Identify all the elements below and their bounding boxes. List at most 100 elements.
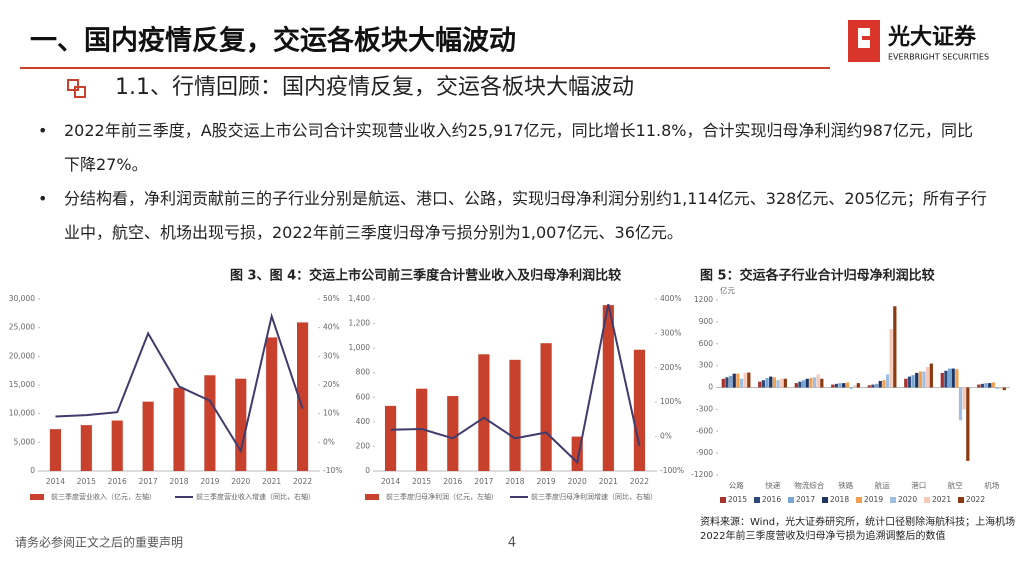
bar [926,367,930,388]
x-tick-label: 铁路 [838,480,853,490]
bar [805,378,809,388]
x-tick-label: 2019 [200,477,219,486]
y-unit: 亿元 [720,285,735,295]
x-tick-label: 2021 [599,477,618,486]
legend-swatch [924,497,930,503]
y-tick-label: -300 [696,404,713,413]
bar [853,385,857,388]
x-tick-label: 2018 [505,477,524,486]
bar [173,387,185,471]
bar [783,378,787,388]
bar [204,375,216,471]
line [55,312,304,454]
y-tick-label: -600 [696,426,713,435]
section-title: 1.1、行情回顾：国内疫情反复，交运各板块大幅波动 [115,75,634,100]
y2-tick-label: 400% [660,294,681,303]
y2-tick-label: 50% [323,294,340,303]
bar [816,374,820,388]
bullet: • 2022年前三季度，A股交运上市公司合计实现营业收入约25,917亿元，同比增… [38,114,988,182]
bar [845,382,849,388]
section-icon [74,86,86,98]
y-tick-label: 15,000 [9,380,35,389]
legend-swatch [890,497,896,503]
x-tick-label: 公路 [729,480,744,490]
bar [958,387,963,421]
bar [809,378,813,388]
y-tick-label: -900 [696,448,713,457]
bar [801,380,806,388]
y2-tick-label: 100% [660,397,681,406]
y-tick-label: 0 [708,383,713,392]
y-tick-label: 0 [365,466,370,475]
bar [765,378,769,388]
bar [922,371,926,388]
legend-swatch [30,494,44,500]
bar [929,363,933,388]
bar [874,383,879,388]
legend-label: 2021 [932,495,951,504]
y-tick-label: 300 [699,361,714,370]
legend-label: 前三季度营业收入（亿元，左轴） [51,492,156,501]
x-tick-label: 2014 [381,477,400,486]
bar [944,370,948,388]
bar [882,380,886,388]
y-tick-label: 10,000 [9,409,35,418]
bar [995,387,999,389]
legend-label: 前三季度营业收入增速（同比，右轴） [196,492,315,501]
y2-tick-label: 0% [323,437,335,446]
bar [736,373,740,388]
x-tick-label: 2016 [443,477,462,486]
y-tick-label: 0 [30,466,35,475]
y-tick-label: 200 [356,441,371,450]
bar [962,387,966,410]
y2-tick-label: 200% [660,363,681,372]
legend-label: 2015 [728,495,747,504]
x-tick-label: 2015 [412,477,431,486]
y-tick-label: 400 [356,417,371,426]
legend-label: 2020 [898,495,917,504]
bar [947,368,952,388]
bar [633,349,646,471]
legend-swatch [365,494,379,500]
x-tick-label: 2015 [77,477,96,486]
bar [889,329,893,388]
bar [772,377,776,388]
bar [951,368,955,388]
bar [602,305,614,471]
legend-label: 2016 [762,495,781,504]
legend-swatch [788,497,794,503]
bar [812,377,817,388]
section-icon [67,79,79,91]
x-tick-label: 2022 [293,477,312,486]
y2-tick-label: 300% [660,328,681,337]
bar [907,376,912,388]
y2-tick-label: -100% [660,466,684,475]
bar [80,425,92,471]
x-tick-label: 2020 [568,477,587,486]
bar [142,401,154,471]
bar [988,383,992,388]
x-tick-label: 2017 [474,477,493,486]
x-tick-label: 2016 [108,477,127,486]
bar [918,371,922,388]
bullet-text: 2022年前三季度，A股交运上市公司合计实现营业收入约25,917亿元，同比增长… [64,121,974,174]
x-tick-label: 航空 [948,480,963,490]
y-tick-label: 600 [699,339,714,348]
bullet-text: 分结构看，净利润贡献前三的子行业分别是航运、港口、公路，实现归母净利润分别约1,… [64,189,987,242]
x-tick-label: 2022 [630,477,649,486]
bar [780,378,784,388]
y2-tick-label: 30% [323,351,340,360]
legend-label: 2018 [830,495,849,504]
legend-label: 前三季度归母净利润增速（同比，右轴） [531,492,657,501]
bar [776,380,780,388]
y2-tick-label: -10% [323,466,342,475]
bar [235,378,247,471]
bar [911,375,915,388]
source-note: 资料来源：Wind，光大证券研究所，统计口径剔除海航科技；上海机场2022年前三… [700,517,1016,542]
bar [878,380,882,388]
y-tick-label: 1,400 [349,294,371,303]
y-tick-label: 20,000 [9,351,35,360]
bar [728,375,733,388]
